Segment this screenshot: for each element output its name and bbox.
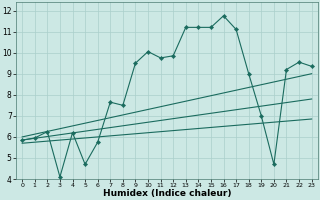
X-axis label: Humidex (Indice chaleur): Humidex (Indice chaleur) <box>103 189 231 198</box>
